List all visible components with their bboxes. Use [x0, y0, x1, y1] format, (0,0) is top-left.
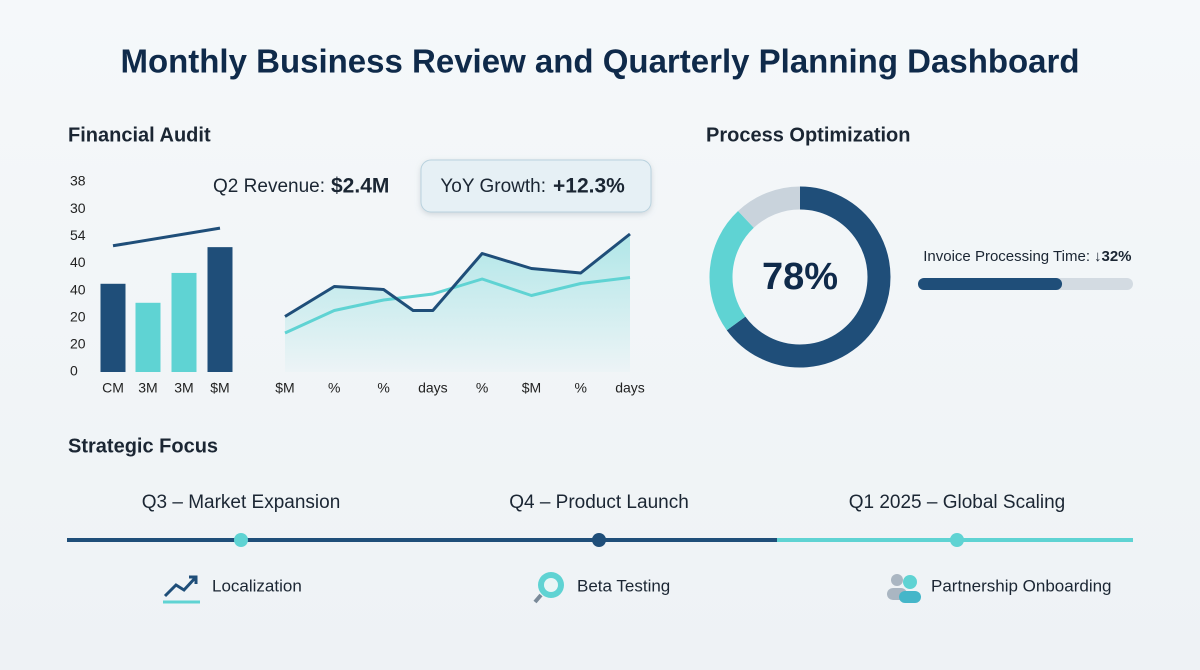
- callout-label: YoY Growth:: [440, 176, 546, 197]
- icon-beta: [533, 572, 564, 604]
- milestone-dot: [234, 533, 248, 547]
- x-tick-label: %: [476, 380, 488, 396]
- icon-growth: [163, 575, 200, 604]
- progress-change: ↓32%: [1094, 248, 1132, 265]
- section-title: Financial Audit: [68, 124, 211, 146]
- title: Monthly Business Review and Quarterly Pl…: [120, 43, 1079, 80]
- y-tick-label: 38: [70, 173, 86, 189]
- progress-label: Invoice Processing Time:: [923, 248, 1090, 265]
- bar: [100, 283, 126, 372]
- milestone-label: Q4 – Product Launch: [509, 492, 689, 513]
- donut-segment: [726, 186, 891, 368]
- progress-fill: [918, 278, 1063, 290]
- y-tick-label: 40: [70, 254, 86, 270]
- y-tick-label: 54: [70, 227, 86, 243]
- x-tick-label: days: [418, 380, 448, 396]
- y-tick-label: 20: [70, 308, 86, 324]
- callout-value: +12.3%: [553, 175, 625, 198]
- donut-center-label: 78%: [762, 256, 838, 298]
- milestone-dot: [950, 533, 964, 547]
- milestone-item: Partnership Onboarding: [931, 576, 1112, 595]
- area: [285, 234, 630, 372]
- milestone-dot: [592, 533, 606, 547]
- bar: [171, 272, 197, 372]
- x-tick-label: $M: [210, 380, 229, 396]
- x-tick-label: CM: [102, 380, 124, 396]
- callout-label: Q2 Revenue:: [213, 176, 325, 197]
- x-tick-label: 3M: [174, 380, 193, 396]
- y-tick-label: 30: [70, 200, 86, 216]
- callout-value: $2.4M: [331, 175, 389, 198]
- line: [284, 276, 631, 335]
- donut-segment: [738, 186, 801, 229]
- callout-box: [420, 159, 652, 213]
- milestone-item: Localization: [212, 576, 302, 595]
- section-title: Strategic Focus: [68, 435, 218, 457]
- section-title: Process Optimization: [706, 124, 911, 146]
- donut-segment: [709, 211, 755, 331]
- x-tick-label: %: [377, 380, 389, 396]
- y-tick-label: 0: [70, 363, 78, 379]
- x-tick-label: $M: [522, 380, 541, 396]
- icon-people: [887, 574, 921, 603]
- milestone-item: Beta Testing: [577, 576, 670, 595]
- x-tick-label: $M: [275, 380, 294, 396]
- trend-line: [112, 226, 221, 248]
- y-tick-label: 20: [70, 336, 86, 352]
- milestone-label: Q3 – Market Expansion: [142, 492, 341, 513]
- milestone-label: Q1 2025 – Global Scaling: [849, 492, 1066, 513]
- x-tick-label: %: [328, 380, 340, 396]
- x-tick-label: %: [574, 380, 586, 396]
- bar: [207, 247, 233, 372]
- x-tick-label: 3M: [138, 380, 157, 396]
- y-tick-label: 40: [70, 281, 86, 297]
- x-tick-label: days: [615, 380, 645, 396]
- line: [284, 232, 631, 318]
- bar: [135, 302, 161, 372]
